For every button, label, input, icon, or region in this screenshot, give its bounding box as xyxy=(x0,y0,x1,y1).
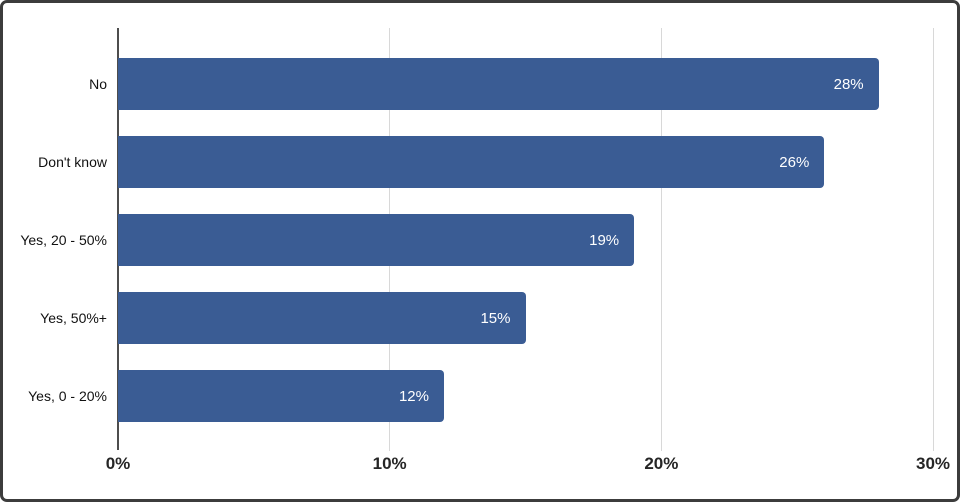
bar-value-label: 26% xyxy=(779,153,810,171)
bar-track: 12% xyxy=(118,370,933,422)
bar-row: Don't know 26% xyxy=(3,136,933,188)
bar: 26% xyxy=(118,136,825,188)
category-label: No xyxy=(89,76,107,92)
bar-row: No 28% xyxy=(3,58,933,110)
category-label: Yes, 20 - 50% xyxy=(20,232,107,248)
bar: 15% xyxy=(118,292,526,344)
category-label: Yes, 50%+ xyxy=(40,310,107,326)
x-tick-label: 20% xyxy=(644,454,679,473)
gridline xyxy=(660,28,662,451)
bar-value-label: 19% xyxy=(589,231,620,249)
bar-track: 15% xyxy=(118,292,933,344)
bar: 28% xyxy=(118,58,879,110)
x-tick-label: 30% xyxy=(915,454,951,473)
bar: 19% xyxy=(118,214,635,266)
bar-track: 28% xyxy=(118,58,933,110)
bar-rows: No 28% Don't know 26% Yes, 20 - 50% 19% Yes, 5… xyxy=(3,28,933,442)
bar-track: 19% xyxy=(118,214,933,266)
bar: 12% xyxy=(118,370,444,422)
bar-row: Yes, 20 - 50% 19% xyxy=(3,214,933,266)
bar-row: Yes, 0 - 20% 12% xyxy=(3,370,933,422)
bar-value-label: 28% xyxy=(833,75,864,93)
bar-value-label: 15% xyxy=(480,309,511,327)
category-label: Don't know xyxy=(38,154,107,170)
x-axis-labels: 0% 10% 20% 30% xyxy=(106,453,950,475)
category-label: Yes, 0 - 20% xyxy=(28,388,107,404)
x-tick-label: 0% xyxy=(105,454,131,473)
bar-row: Yes, 50%+ 15% xyxy=(3,292,933,344)
gridline xyxy=(932,28,934,451)
bar-value-label: 12% xyxy=(398,387,429,405)
bar-track: 26% xyxy=(118,136,933,188)
x-tick-label: 10% xyxy=(372,454,407,473)
